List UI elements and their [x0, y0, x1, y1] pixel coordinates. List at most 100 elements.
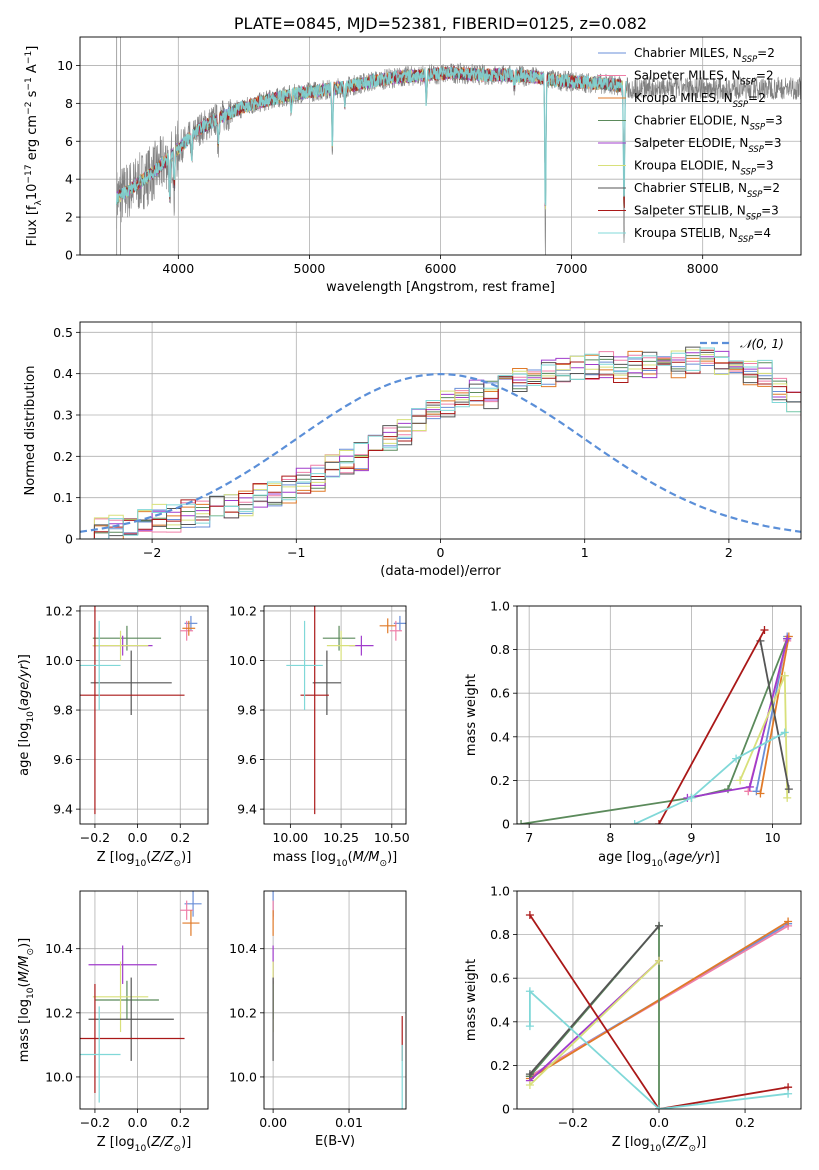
text-fragment: 10 — [26, 987, 36, 999]
weight-marker — [736, 776, 745, 785]
text-fragment: 10 — [135, 859, 147, 869]
y-axis-label: mass weight — [464, 674, 479, 756]
x-tick-label: 10.00 — [272, 830, 308, 845]
x-tick-label: 0.2 — [735, 1115, 755, 1130]
x-tick-label: 7 — [525, 830, 533, 845]
weight-marker — [760, 625, 769, 634]
text-fragment: Chabrier ELODIE, N — [634, 114, 750, 128]
plot-area — [517, 625, 793, 824]
x-tick-label: −2 — [143, 545, 161, 560]
text-fragment: mass [ — [273, 850, 316, 865]
weight-marker — [752, 787, 761, 796]
grid — [80, 322, 801, 540]
x-axis-label: age [log10(age/yr)] — [598, 850, 720, 869]
text-fragment: =2 — [757, 46, 775, 60]
panel-age_vs_Z: −0.2 0.0 0.29.49.69.810.010.2Z [log10(Z/Z⊙… — [17, 603, 209, 869]
x-tick-label: −1 — [287, 545, 305, 560]
y-tick-label: 10.0 — [229, 1069, 257, 1084]
axes-frame — [263, 890, 407, 1110]
text-fragment: =3 — [756, 159, 774, 173]
residual-histogram — [80, 355, 801, 539]
legend-entry: Salpeter MILES, NSSP=2 — [634, 69, 774, 87]
x-axis-label: Z [log10(Z/Z⊙)] — [612, 1135, 707, 1154]
y-axis-label: age [log10(age/yr)] — [17, 654, 36, 776]
y-tick-label: 1.0 — [490, 599, 510, 614]
legend-entry: Salpeter ELODIE, NSSP=3 — [634, 136, 782, 154]
y-tick-label: 0.2 — [53, 449, 73, 464]
weight-line — [529, 989, 789, 1109]
weight-marker — [655, 921, 663, 930]
y-tick-label: 0.4 — [490, 729, 510, 744]
weight-marker — [525, 1022, 534, 1031]
text-fragment: 10 — [336, 859, 348, 869]
y-tick-label: 10.4 — [229, 941, 257, 956]
x-tick-label: 4000 — [162, 261, 194, 276]
text-fragment: Salpeter STELIB, N — [634, 204, 746, 218]
text-fragment: log — [115, 850, 135, 865]
weight-marker — [783, 634, 792, 643]
text-fragment: SSP — [748, 144, 764, 154]
legend-entry: Kroupa STELIB, NSSP=4 — [634, 226, 771, 244]
text-fragment: =2 — [756, 69, 774, 83]
text-fragment: =2 — [748, 91, 766, 105]
text-fragment: ( — [17, 706, 32, 711]
text-fragment: )] — [17, 938, 32, 948]
text-fragment: Z [ — [97, 1135, 115, 1150]
weight-marker — [784, 1089, 793, 1098]
x-tick-label: 0.0 — [649, 1115, 669, 1130]
weight-line — [529, 960, 660, 1086]
y-tick-label: 10.2 — [45, 603, 73, 618]
text-fragment: )] — [710, 850, 720, 865]
weight-marker — [525, 987, 534, 996]
y-tick-label: 0.6 — [490, 686, 510, 701]
text-fragment: log — [17, 999, 32, 1019]
text-fragment: ( — [661, 1135, 666, 1150]
x-tick-label: 10.50 — [374, 830, 410, 845]
text-fragment: log — [630, 1135, 650, 1150]
y-tick-label: 0.6 — [490, 971, 510, 986]
x-tick-label: 0 — [437, 545, 445, 560]
x-tick-label: 2 — [725, 545, 733, 560]
text-fragment: =3 — [761, 204, 779, 218]
x-tick-label: 1 — [581, 545, 589, 560]
residual-histogram — [80, 349, 801, 539]
text-fragment: SSP — [742, 54, 758, 64]
y-tick-label: 0 — [65, 532, 73, 547]
x-axis-label: Z [log10(Z/Z⊙)] — [97, 1135, 192, 1154]
x-tick-label: 0.00 — [259, 1115, 287, 1130]
y-tick-label: 9.4 — [53, 802, 73, 817]
text-fragment: SSP — [741, 167, 757, 177]
text-fragment: age [ — [17, 742, 32, 775]
y-tick-label: 0.4 — [490, 1014, 510, 1029]
legend-entry: Salpeter STELIB, NSSP=3 — [634, 204, 779, 222]
text-fragment: ⊙ — [26, 948, 36, 956]
text-fragment: erg cm — [25, 115, 40, 164]
y-tick-label: 8 — [65, 96, 73, 111]
text-fragment: SSP — [738, 234, 754, 244]
axes-frame — [79, 36, 802, 256]
y-tick-label: 9.6 — [53, 752, 73, 767]
y-tick-label: 10.0 — [45, 1069, 73, 1084]
text-fragment: ] — [25, 46, 40, 51]
text-fragment: λ — [34, 200, 44, 206]
text-fragment: Chabrier MILES, N — [634, 46, 742, 60]
y-tick-label: 9.8 — [237, 703, 257, 718]
axes-frame — [79, 890, 209, 1110]
text-fragment: Salpeter ELODIE, N — [634, 136, 748, 150]
text-fragment: ( — [348, 850, 353, 865]
y-tick-label: 4 — [65, 172, 73, 187]
panel-mass_vs_Z: −0.2 0.0 0.210.010.210.4Z [log10(Z/Z⊙)]mas… — [17, 890, 209, 1154]
y-tick-label: 10.0 — [229, 653, 257, 668]
plot-area — [525, 910, 793, 1109]
grid — [264, 891, 406, 1109]
x-axis-label: mass [log10(M/M⊙)] — [273, 850, 397, 869]
y-tick-label: 9.4 — [237, 802, 257, 817]
y-tick-label: 0.4 — [53, 366, 73, 381]
text-fragment: SSP — [747, 189, 763, 199]
weight-marker — [655, 820, 663, 824]
panel-spectrum: 4000 5000 6000 7000 8000 0 2 4 6 8 10 PLATE=0845, M… — [24, 14, 802, 295]
axes-frame — [263, 605, 407, 825]
y-tick-label: 6 — [65, 134, 73, 149]
text-fragment: Z/Z — [150, 850, 174, 865]
residual-histogram — [80, 346, 801, 539]
